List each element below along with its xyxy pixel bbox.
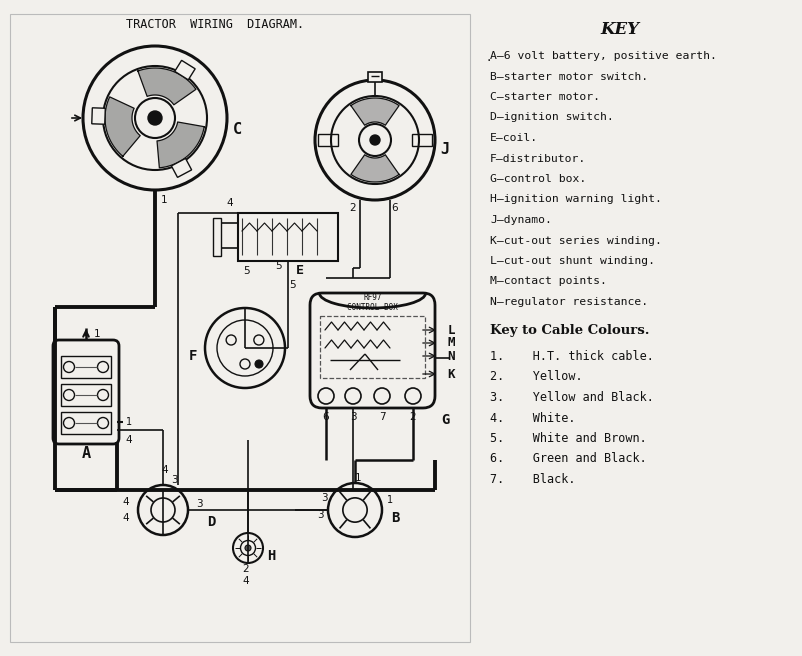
Text: 4: 4 [162, 465, 168, 475]
Text: M: M [448, 337, 455, 350]
Text: 1: 1 [94, 329, 100, 339]
FancyBboxPatch shape [310, 293, 435, 408]
Text: N: N [448, 350, 455, 363]
Text: 1: 1 [161, 195, 168, 205]
Text: F—distributor.: F—distributor. [490, 154, 586, 163]
Text: B—starter motor switch.: B—starter motor switch. [490, 72, 648, 81]
Polygon shape [138, 68, 196, 105]
Text: A: A [82, 447, 91, 462]
Circle shape [405, 388, 421, 404]
Text: F: F [188, 349, 197, 363]
Text: J: J [440, 142, 450, 157]
Bar [213, 218, 221, 256]
Bar [61, 384, 111, 406]
Text: 3: 3 [171, 475, 177, 485]
Text: 7.    Black.: 7. Black. [490, 473, 576, 486]
Text: K—cut-out series winding.: K—cut-out series winding. [490, 236, 662, 245]
Text: KEY: KEY [601, 22, 639, 39]
Text: 3: 3 [317, 510, 323, 520]
Text: K: K [448, 367, 455, 380]
Text: G: G [441, 413, 449, 427]
Text: H: H [267, 549, 275, 563]
Text: .: . [486, 50, 490, 64]
Text: RF97: RF97 [363, 293, 382, 302]
FancyBboxPatch shape [53, 340, 119, 444]
Text: 7: 7 [379, 412, 385, 422]
Text: C: C [233, 123, 241, 138]
Text: 4: 4 [227, 198, 233, 208]
Bar [320, 316, 425, 378]
Bar [61, 412, 111, 434]
Circle shape [148, 111, 162, 125]
Text: 2: 2 [410, 412, 416, 422]
Bar [61, 356, 111, 378]
Text: M—contact points.: M—contact points. [490, 276, 607, 287]
Text: 6.    Green and Black.: 6. Green and Black. [490, 453, 646, 466]
Text: 6: 6 [322, 412, 330, 422]
Text: 3: 3 [196, 499, 203, 509]
Text: 5.    White and Brown.: 5. White and Brown. [490, 432, 646, 445]
Text: 2.    Yellow.: 2. Yellow. [490, 371, 582, 384]
Text: H—ignition warning light.: H—ignition warning light. [490, 194, 662, 205]
Text: E: E [296, 264, 304, 277]
Text: 5: 5 [243, 266, 249, 276]
Text: 3.    Yellow and Black.: 3. Yellow and Black. [490, 391, 654, 404]
Text: 5: 5 [275, 261, 282, 271]
Text: 1: 1 [354, 473, 362, 483]
Polygon shape [157, 122, 205, 168]
Circle shape [331, 96, 419, 184]
Text: 1: 1 [126, 417, 132, 427]
Polygon shape [105, 97, 140, 156]
Text: 1.    H.T. thick cable.: 1. H.T. thick cable. [490, 350, 654, 363]
Text: A—6 volt battery, positive earth.: A—6 volt battery, positive earth. [490, 51, 717, 61]
Text: 4: 4 [123, 497, 129, 507]
Text: 3: 3 [321, 493, 327, 503]
Text: D: D [207, 515, 215, 529]
Circle shape [370, 135, 380, 145]
Text: 4: 4 [125, 435, 132, 445]
Bar [368, 72, 382, 82]
Text: CONTROL BOX: CONTROL BOX [347, 304, 398, 312]
Text: 5: 5 [290, 280, 296, 290]
Text: L: L [448, 323, 455, 337]
Circle shape [318, 388, 334, 404]
Text: C—starter motor.: C—starter motor. [490, 92, 600, 102]
Text: 1: 1 [387, 495, 393, 505]
Polygon shape [351, 98, 399, 125]
Text: L—cut-out shunt winding.: L—cut-out shunt winding. [490, 256, 655, 266]
Polygon shape [351, 155, 399, 182]
Bar [10, 14, 470, 642]
Text: N—regulator resistance.: N—regulator resistance. [490, 297, 648, 307]
Polygon shape [91, 108, 105, 124]
Text: 6: 6 [391, 203, 399, 213]
Circle shape [374, 388, 390, 404]
Text: 4.    White.: 4. White. [490, 411, 576, 424]
Bar [238, 213, 338, 261]
Circle shape [345, 388, 361, 404]
Text: TRACTOR  WIRING  DIAGRAM.: TRACTOR WIRING DIAGRAM. [126, 18, 304, 30]
Text: E—coil.: E—coil. [490, 133, 538, 143]
Circle shape [103, 66, 207, 170]
Text: D—ignition switch.: D—ignition switch. [490, 112, 614, 123]
Bar [318, 134, 338, 146]
Text: 4: 4 [243, 576, 249, 586]
Text: Key to Cable Colours.: Key to Cable Colours. [490, 324, 650, 337]
Text: 4: 4 [123, 513, 129, 523]
Text: 3: 3 [350, 412, 356, 422]
Text: B: B [391, 511, 399, 525]
Circle shape [245, 545, 251, 551]
Bar [412, 134, 432, 146]
Circle shape [255, 360, 263, 368]
Text: G—control box.: G—control box. [490, 174, 586, 184]
Polygon shape [172, 158, 192, 177]
Text: J—dynamo.: J—dynamo. [490, 215, 552, 225]
Text: 2: 2 [243, 564, 249, 574]
Text: 2: 2 [350, 203, 356, 213]
Polygon shape [175, 60, 195, 80]
